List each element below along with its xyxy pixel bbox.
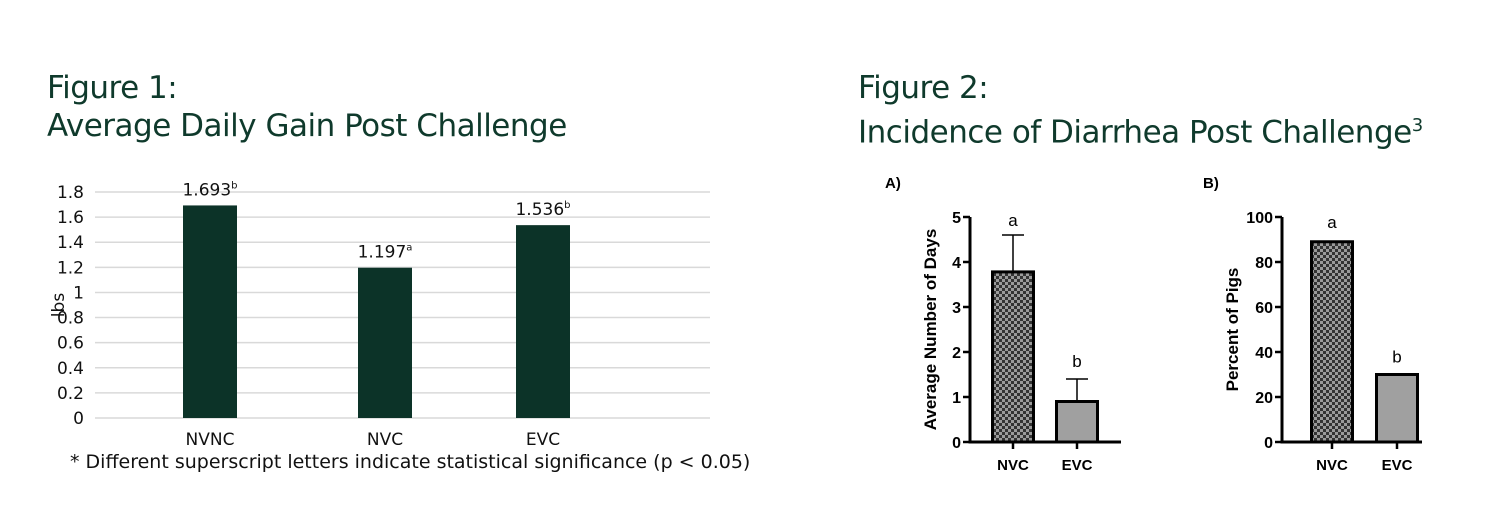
y-tick-label: 60: [1255, 300, 1273, 317]
bar-nvc: [991, 270, 1035, 444]
bar-nvc: [1310, 240, 1354, 444]
data-label: 1.197a: [358, 243, 413, 263]
y-tick-label: 80: [1255, 255, 1273, 272]
figure2-title-line1: Figure 2:: [858, 70, 989, 106]
y-tick-label: 0.6: [57, 334, 84, 354]
x-tick-label: NVC: [1316, 457, 1348, 474]
y-tick-label: 0.8: [57, 309, 84, 329]
y-tick-label: 0.2: [57, 384, 84, 404]
figure2-title-text: Incidence of Diarrhea Post Challenge: [858, 114, 1412, 151]
data-label-superscript: b: [564, 200, 570, 211]
x-tick-label: EVC: [1062, 457, 1093, 474]
y-tick-label: 0: [952, 435, 961, 452]
figure2-title-sup: 3: [1411, 115, 1423, 136]
y-tick-label: 0: [1264, 435, 1273, 452]
bar-evc: [1055, 400, 1099, 444]
y-tick-label: 1.4: [57, 233, 84, 253]
y-tick-label: 40: [1255, 345, 1273, 362]
y-tick-label: 1: [73, 283, 84, 303]
y-tick-label: 0.4: [57, 359, 84, 379]
significance-letter: b: [1392, 348, 1401, 367]
panel-label: B): [1203, 175, 1219, 192]
y-tick-label: 2: [952, 345, 961, 362]
figure2-title-line2: Incidence of Diarrhea Post Challenge3: [858, 107, 1423, 151]
x-tick-label: EVC: [526, 430, 560, 450]
data-label: 1.693b: [182, 180, 237, 200]
data-label-superscript: a: [406, 243, 412, 254]
y-tick-label: 1: [952, 390, 961, 407]
figure2-title: Figure 2: Incidence of Diarrhea Post Cha…: [858, 69, 1423, 151]
footnote: * Different superscript letters indicate…: [70, 451, 751, 473]
y-axis-label: Percent of Pigs: [1223, 268, 1242, 392]
x-tick-label: NVC: [997, 457, 1029, 474]
significance-letter: a: [1327, 213, 1337, 232]
y-tick-label: 1.6: [57, 208, 84, 228]
y-tick-label: 100: [1246, 210, 1273, 227]
y-tick-label: 0: [73, 409, 84, 429]
panel-label: A): [885, 175, 901, 192]
figure1-title-line1: Figure 1:: [47, 70, 178, 106]
y-tick-label: 4: [952, 255, 961, 272]
significance-letter: a: [1008, 211, 1018, 230]
x-tick-label: EVC: [1382, 457, 1413, 474]
x-tick-label: NVNC: [186, 430, 235, 450]
figure1-title-line2: Average Daily Gain Post Challenge: [47, 108, 567, 144]
bar-evc: [1375, 373, 1419, 444]
significance-letter: b: [1072, 352, 1081, 371]
y-tick-label: 3: [952, 300, 961, 317]
bar-nvnc: [183, 205, 237, 418]
figure1-title: Figure 1: Average Daily Gain Post Challe…: [47, 69, 567, 145]
x-tick-label: NVC: [367, 430, 403, 450]
y-tick-label: 20: [1255, 390, 1273, 407]
y-tick-label: 1.8: [57, 183, 84, 203]
bar-nvc: [358, 267, 412, 418]
data-label-superscript: b: [231, 180, 237, 191]
bar-evc: [516, 225, 570, 418]
data-label: 1.536b: [515, 200, 570, 220]
y-tick-label: 1.2: [57, 258, 84, 278]
y-tick-label: 5: [952, 210, 961, 227]
y-axis-label: Average Number of Days: [921, 229, 940, 431]
y-axis-label: lbs: [49, 293, 69, 318]
